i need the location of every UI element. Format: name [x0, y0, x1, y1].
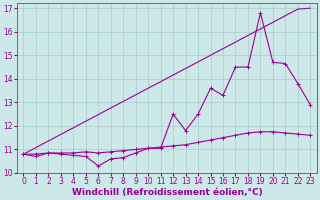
X-axis label: Windchill (Refroidissement éolien,°C): Windchill (Refroidissement éolien,°C) [72, 188, 262, 197]
